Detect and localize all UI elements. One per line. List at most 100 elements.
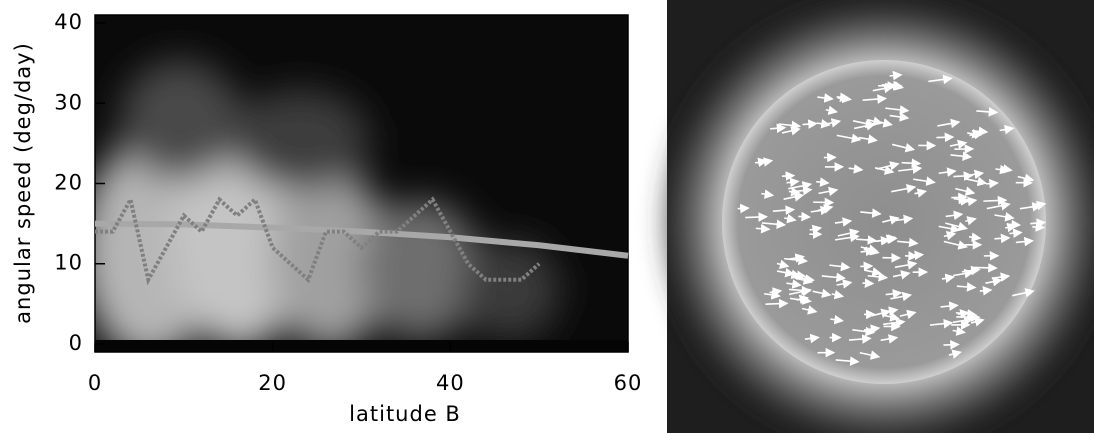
arrow bbox=[860, 208, 882, 218]
arrow bbox=[986, 201, 1011, 211]
arrow bbox=[972, 263, 998, 273]
arrow bbox=[951, 192, 968, 203]
arrow bbox=[765, 298, 789, 309]
arrow bbox=[874, 165, 895, 175]
arrow bbox=[812, 288, 832, 298]
arrow bbox=[892, 270, 911, 280]
arrow bbox=[965, 216, 977, 226]
arrow bbox=[968, 232, 982, 242]
y-tick-label: 30 bbox=[54, 90, 83, 114]
arrow bbox=[770, 123, 787, 134]
arrow bbox=[864, 267, 882, 277]
arrow bbox=[829, 261, 851, 272]
solar-image bbox=[667, 0, 1094, 433]
arrow bbox=[757, 157, 774, 167]
arrow bbox=[788, 286, 812, 297]
arrow bbox=[969, 129, 984, 140]
arrow bbox=[1012, 288, 1035, 298]
arrow bbox=[891, 183, 917, 194]
arrow bbox=[880, 334, 899, 344]
arrow bbox=[1000, 164, 1013, 174]
arrow bbox=[889, 70, 903, 81]
arrow bbox=[1006, 219, 1022, 230]
arrow bbox=[1031, 200, 1047, 211]
arrow bbox=[795, 275, 814, 285]
arrow bbox=[853, 121, 876, 131]
arrow bbox=[786, 177, 800, 188]
arrow bbox=[862, 94, 887, 104]
arrow bbox=[952, 326, 966, 336]
arrow bbox=[928, 74, 953, 85]
arrow bbox=[941, 273, 955, 284]
y-tick-label: 10 bbox=[54, 251, 83, 275]
x-tick-label: 0 bbox=[88, 371, 102, 395]
arrow bbox=[818, 186, 839, 197]
arrow bbox=[831, 289, 845, 300]
arrow bbox=[950, 151, 973, 161]
arrow bbox=[884, 234, 898, 244]
arrow bbox=[892, 214, 914, 225]
arrow bbox=[976, 107, 999, 117]
x-axis-label: latitude B bbox=[349, 402, 461, 426]
arrow bbox=[825, 105, 839, 115]
arrow bbox=[856, 235, 878, 245]
arrow bbox=[965, 176, 988, 187]
arrow bbox=[835, 356, 860, 366]
arrow bbox=[898, 164, 923, 174]
arrow bbox=[816, 177, 830, 187]
arrow bbox=[836, 92, 850, 102]
arrow bbox=[979, 285, 993, 296]
arrow bbox=[943, 339, 960, 350]
arrow bbox=[949, 139, 968, 150]
arrow bbox=[885, 288, 903, 299]
x-tick-label: 40 bbox=[436, 371, 465, 395]
arrow bbox=[809, 224, 823, 235]
arrow bbox=[761, 189, 775, 199]
arrow bbox=[891, 143, 916, 153]
arrow bbox=[862, 278, 875, 288]
arrow bbox=[983, 195, 1008, 206]
arrow bbox=[798, 211, 811, 222]
arrow bbox=[948, 349, 962, 359]
arrow bbox=[810, 205, 831, 216]
arrow bbox=[745, 212, 769, 222]
arrow bbox=[881, 80, 903, 91]
arrow bbox=[871, 308, 891, 318]
arrow bbox=[852, 326, 876, 337]
y-tick-label: 40 bbox=[54, 10, 83, 34]
arrow bbox=[1015, 236, 1034, 247]
arrow bbox=[781, 126, 801, 136]
arrow bbox=[985, 276, 1003, 287]
plot: 0 10 20 30 40 0 20 40 60 bbox=[54, 10, 641, 395]
arrow bbox=[801, 305, 818, 315]
arrow bbox=[776, 259, 790, 269]
arrow bbox=[796, 294, 810, 305]
arrow bbox=[1009, 228, 1023, 238]
arrow bbox=[957, 309, 970, 319]
y-axis-label: angular speed (deg/day) bbox=[11, 42, 35, 324]
arrow bbox=[959, 196, 978, 207]
arrow bbox=[784, 213, 797, 224]
series-line bbox=[94, 220, 629, 259]
arrow bbox=[952, 315, 974, 326]
arrow bbox=[913, 176, 936, 186]
arrow bbox=[872, 83, 894, 94]
arrow bbox=[938, 223, 961, 234]
arrow bbox=[834, 217, 853, 227]
arrow bbox=[802, 119, 818, 129]
arrow bbox=[858, 134, 878, 144]
arrow bbox=[836, 133, 862, 143]
arrow bbox=[863, 246, 880, 256]
arrow bbox=[848, 164, 864, 174]
arrow bbox=[904, 251, 918, 261]
arrow bbox=[781, 171, 796, 181]
x-tick-label: 20 bbox=[258, 371, 287, 395]
arrow bbox=[830, 314, 844, 325]
arrow bbox=[945, 210, 964, 221]
arrow bbox=[867, 116, 883, 126]
arrow bbox=[867, 272, 889, 282]
arrow bbox=[943, 230, 957, 241]
arrow bbox=[953, 171, 974, 181]
arrow bbox=[755, 223, 771, 234]
series-line bbox=[95, 193, 541, 286]
